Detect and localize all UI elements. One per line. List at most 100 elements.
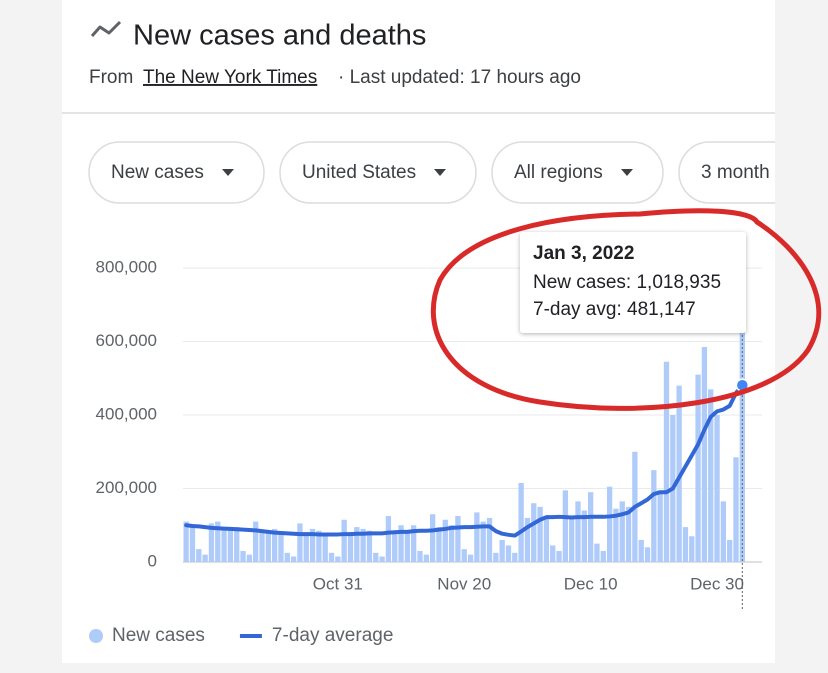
bar (316, 530, 322, 562)
bar (480, 521, 486, 562)
chip-outline[interactable] (678, 141, 828, 204)
bar (398, 525, 404, 562)
bar (600, 550, 606, 562)
bar (208, 523, 215, 562)
bar (448, 525, 455, 562)
annotation-circle (430, 208, 822, 411)
bar (290, 556, 297, 562)
tooltip-box (520, 232, 746, 333)
filter-chip[interactable]: New cases (88, 141, 265, 204)
bar (379, 556, 385, 562)
source-link[interactable]: The New York Times (143, 67, 317, 88)
card-title: New cases and deaths (133, 20, 426, 52)
bar (196, 549, 202, 562)
bar (651, 470, 657, 562)
bar (322, 532, 328, 562)
bar (512, 552, 518, 562)
bar (638, 539, 644, 562)
bar (341, 519, 347, 562)
bar (265, 530, 271, 562)
bar (606, 486, 613, 562)
bar (619, 501, 625, 562)
chip-label[interactable]: United States (302, 162, 416, 183)
bar (461, 549, 467, 562)
bar (221, 527, 227, 562)
y-tick-label: 200,000 (96, 478, 157, 497)
bar (474, 512, 480, 562)
chip-label[interactable]: 3 month (701, 162, 770, 183)
bar (455, 516, 461, 562)
chip-outline[interactable] (88, 141, 265, 204)
bar (575, 501, 581, 562)
bar (354, 527, 360, 562)
bar (297, 523, 303, 562)
bar (587, 492, 594, 562)
y-tick-label: 0 (148, 551, 157, 570)
tooltip-line: New cases: 1,018,935 (533, 272, 721, 293)
bar (253, 521, 259, 562)
bar (556, 550, 562, 562)
bar (215, 521, 221, 562)
bar (360, 528, 366, 562)
bar (493, 552, 499, 562)
bar (550, 545, 556, 562)
chip-outline[interactable] (491, 141, 664, 204)
bar (347, 532, 354, 562)
bar (183, 521, 189, 562)
x-tick-label: Dec 30 (690, 574, 744, 593)
bar (373, 552, 379, 562)
legend-label: 7-day average (272, 625, 393, 646)
bar (202, 554, 208, 562)
avg-line (184, 383, 745, 538)
bar (695, 374, 701, 562)
bar (486, 517, 493, 562)
chip-outline[interactable] (279, 141, 477, 204)
legend-swatch (89, 629, 103, 643)
chip-caret[interactable] (621, 169, 633, 176)
bar (385, 516, 392, 562)
chip-caret[interactable] (434, 169, 446, 176)
chip-caret[interactable] (222, 169, 234, 176)
tooltip-line: 7-day avg: 481,147 (533, 299, 696, 320)
bar (436, 527, 442, 562)
bar (689, 536, 695, 562)
bar (189, 525, 196, 562)
bar (644, 547, 651, 562)
plot: 0 200,000 400,000 600,000 800,000 Oct 31 Nov 2… (89, 232, 762, 646)
bar (309, 528, 316, 562)
filter-chip[interactable]: All regions (491, 141, 664, 204)
bar (278, 532, 284, 562)
bar (404, 532, 411, 562)
bar (531, 503, 537, 562)
filter-chip[interactable]: United States (279, 141, 477, 204)
bar (328, 552, 335, 562)
bar (499, 539, 505, 562)
chip-label[interactable]: All regions (514, 162, 603, 183)
bar (259, 530, 265, 562)
bar (246, 554, 253, 562)
chip-label[interactable]: New cases (111, 162, 204, 183)
x-tick-label: Nov 20 (437, 574, 491, 593)
bar (417, 550, 423, 562)
bar (392, 530, 398, 562)
bar (682, 527, 689, 562)
bar (569, 517, 575, 562)
bar (733, 457, 739, 562)
bar (271, 528, 278, 562)
bar (366, 530, 373, 562)
filter-chip[interactable]: 3 month (678, 141, 828, 204)
bar (714, 415, 720, 562)
bar (727, 539, 733, 562)
bar (335, 556, 341, 562)
bar (524, 517, 531, 562)
bar (442, 519, 448, 562)
bar (562, 490, 569, 562)
bar (657, 490, 663, 562)
y-tick-label: 800,000 (96, 258, 157, 277)
filter-bar: New cases United States All regions 3 month (88, 141, 828, 204)
series-area (183, 235, 745, 562)
bar (411, 525, 417, 562)
source-prefix: From (89, 67, 133, 88)
